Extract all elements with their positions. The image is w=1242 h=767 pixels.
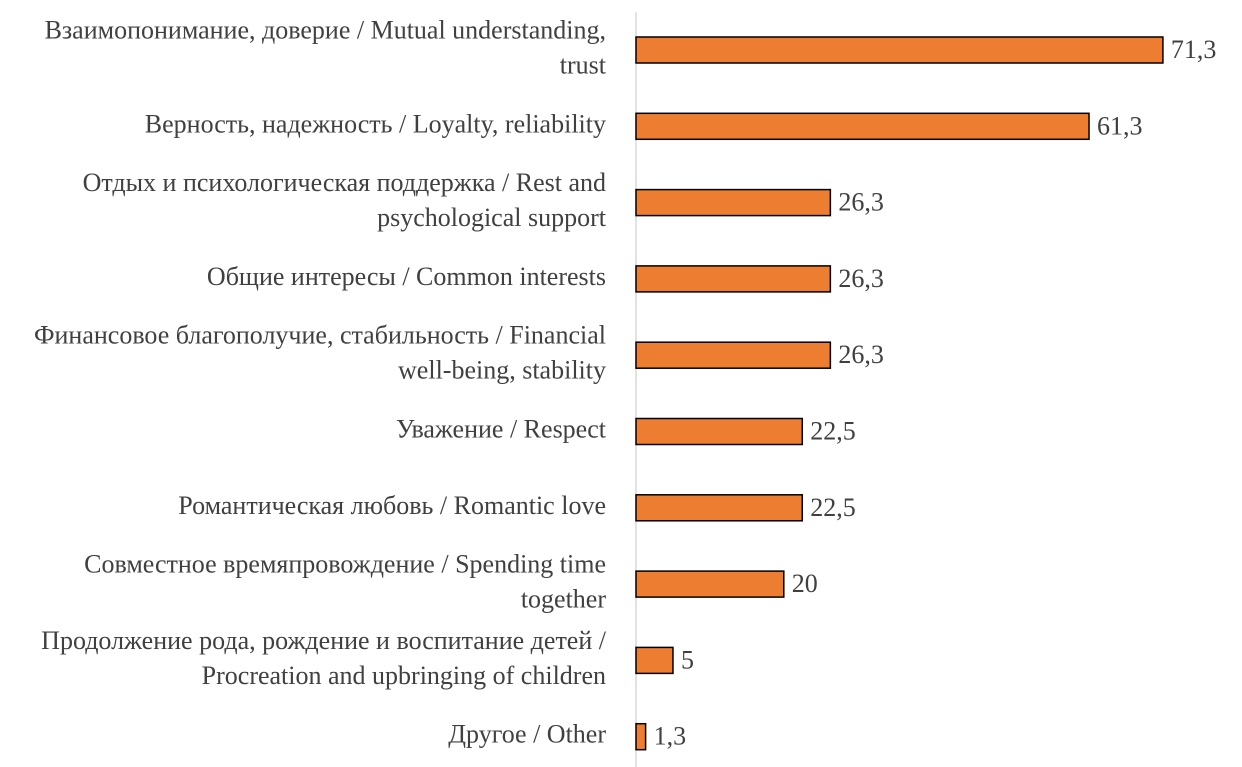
bar	[635, 341, 832, 369]
value-label: 1,3	[654, 722, 687, 751]
bar	[635, 265, 832, 293]
bar	[635, 36, 1164, 64]
bar	[635, 112, 1090, 141]
category-label: Другое / Other	[448, 720, 606, 749]
value-label: 5	[681, 645, 694, 674]
category-label: Общие интересы / Common interests	[207, 262, 606, 291]
category-label: Отдых и психологическая поддержка / Rest…	[83, 168, 607, 232]
bar	[635, 188, 832, 217]
value-label: 20	[792, 569, 818, 598]
category-label: Взаимопонимание, доверие / Mutual unders…	[45, 15, 607, 79]
category-label: Продолжение рода, рождение и воспитание …	[41, 626, 607, 690]
value-label: 22,5	[810, 493, 856, 522]
bar	[635, 570, 785, 598]
category-label: Совместное времяпровождение / Spending t…	[84, 550, 606, 614]
value-label: 26,3	[838, 340, 884, 369]
value-label: 71,3	[1171, 35, 1217, 64]
category-label: Романтическая любовь / Romantic love	[178, 491, 606, 520]
value-label: 61,3	[1097, 111, 1143, 140]
bar	[635, 646, 674, 675]
category-label: Верность, надежность / Loyalty, reliabil…	[145, 109, 606, 138]
category-label: Финансовое благополучие, стабильность / …	[34, 321, 606, 385]
bar	[635, 417, 804, 446]
category-label: Уважение / Respect	[396, 414, 607, 443]
value-label: 22,5	[810, 416, 856, 445]
value-label: 26,3	[838, 264, 884, 293]
bar	[635, 494, 804, 522]
bar	[635, 722, 647, 751]
value-label: 26,3	[838, 188, 884, 217]
